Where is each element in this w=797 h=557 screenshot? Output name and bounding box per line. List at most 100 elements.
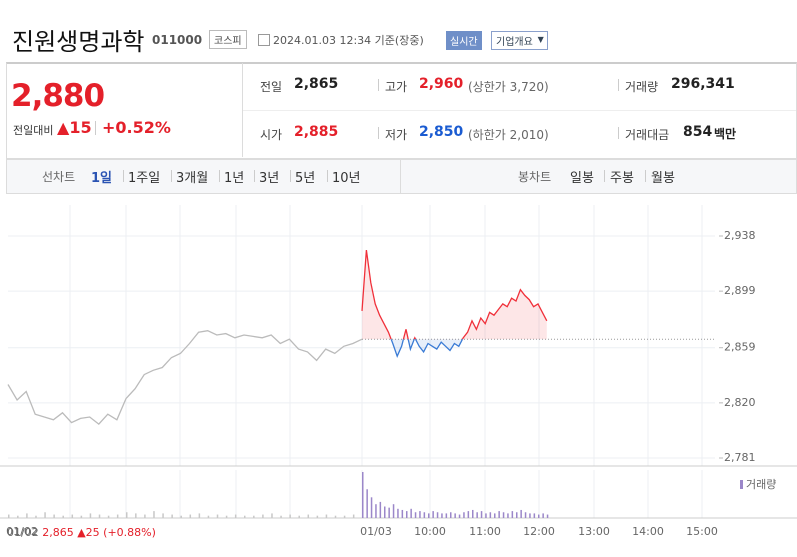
y-tick-label: 2,938 (724, 229, 756, 242)
x-tick-label: 10:00 (414, 525, 446, 538)
volume-bar (307, 514, 310, 518)
quote-time: 2024.01.03 12:34 기준(장중) (273, 34, 424, 47)
volume-bar (280, 515, 282, 518)
footer-date: 01/02 (7, 526, 39, 539)
period-tab[interactable]: 5년 (295, 171, 316, 186)
period-tab[interactable]: 일봉 (570, 171, 594, 186)
item-unit: 백만 (714, 127, 737, 141)
price-area (362, 250, 547, 340)
volume-bar (414, 512, 417, 518)
volume-bar (216, 514, 219, 518)
realtime-button[interactable]: 실시간 (446, 31, 482, 50)
y-tick-label: 2,899 (724, 284, 756, 297)
company-button[interactable]: 기업개요 ▼ (491, 31, 548, 50)
y-tick-label: 2,820 (724, 396, 756, 409)
item-label: 거래량 (625, 80, 659, 94)
divider (243, 110, 796, 111)
divider (219, 170, 220, 182)
item-value: 2,960 (419, 76, 464, 92)
footer-change: 25 (85, 526, 100, 539)
volume-bar (207, 515, 210, 518)
divider (604, 170, 605, 182)
x-tick-label: 01/02 (6, 525, 38, 538)
volume-bar (316, 515, 319, 518)
volume-bar (352, 514, 355, 518)
volume-bar (71, 514, 74, 518)
footer-info: 01/02 2,865 ▲25 (+0.88%) (7, 526, 156, 539)
item-value: 2,865 (294, 76, 339, 92)
divider (290, 170, 291, 182)
chart: 2,938 2,899 2,859 2,820 2,781 01/02 01/03 10:00… (0, 205, 797, 538)
x-tick-label: 14:00 (632, 525, 664, 538)
volume-bar (17, 515, 19, 518)
volume-bar (8, 514, 10, 518)
volume-bar (198, 513, 201, 518)
item-value: 2,850 (419, 124, 464, 140)
volume-bar (153, 511, 155, 518)
x-tick-label: 01/03 (360, 525, 392, 538)
volume-bar (441, 513, 443, 518)
period-tab[interactable]: 3개월 (176, 171, 209, 186)
volume-bar (234, 514, 237, 518)
volume-bar (253, 515, 255, 518)
volume-bar (467, 511, 470, 518)
price-line (361, 250, 548, 340)
volume-bar (458, 514, 461, 518)
volume-bar (162, 513, 164, 518)
volume-bar (343, 515, 346, 518)
volume-bar (379, 501, 382, 518)
footer-price: 2,865 (42, 526, 74, 539)
period-tab[interactable]: 3년 (259, 171, 280, 186)
x-tick-label: 11:00 (469, 525, 501, 538)
volume-bar (546, 514, 549, 518)
period-tab[interactable]: 주봉 (610, 171, 634, 186)
volume-bar (289, 514, 291, 518)
up-arrow: ▲ (77, 526, 86, 539)
volume-bar (62, 515, 64, 518)
volume-bar (44, 512, 46, 518)
period-tab[interactable]: 월봉 (651, 171, 675, 186)
change-amount: 15 (69, 118, 92, 137)
legend-swatch (740, 480, 743, 489)
divider (242, 63, 243, 157)
volume-bar (244, 515, 246, 518)
volume-bar (401, 509, 404, 518)
period-tab[interactable]: 1년 (224, 171, 245, 186)
change-value: ▲15 (57, 118, 92, 137)
volume-bar (180, 515, 182, 518)
period-tab[interactable]: 1주일 (128, 171, 161, 186)
volume-bar (35, 515, 37, 518)
volume-bar (454, 513, 456, 518)
volume-bar (80, 515, 83, 518)
volume-bar (511, 511, 514, 518)
volume-bar (529, 513, 531, 518)
company-label: 기업개요 (496, 37, 533, 48)
volume-bar (450, 512, 452, 518)
divider (645, 170, 646, 182)
volume-bar (126, 512, 128, 518)
period-tab[interactable]: 1일 (91, 171, 113, 186)
footer-pct: (+0.88%) (103, 526, 156, 539)
volume-bar (485, 513, 487, 518)
volume-bar (502, 512, 505, 518)
item-label: 전일 (260, 80, 283, 94)
volume-bar (507, 513, 509, 518)
volume-bar (53, 514, 55, 518)
volume-bar (538, 514, 540, 518)
volume-bar (171, 514, 173, 518)
volume-bar (135, 513, 137, 518)
volume-bar (189, 514, 192, 518)
volume-bar (392, 504, 395, 518)
volume-bar (419, 511, 421, 518)
divider (95, 121, 96, 135)
period-tab[interactable]: 10년 (332, 171, 361, 186)
divider (254, 170, 255, 182)
divider (171, 170, 172, 182)
volume-bar (26, 513, 28, 518)
calendar-icon (258, 34, 270, 46)
volume-bar (476, 512, 478, 518)
item-extra: (하한가 2,010) (468, 128, 549, 142)
volume-bar (271, 513, 273, 518)
price-line (7, 330, 363, 425)
